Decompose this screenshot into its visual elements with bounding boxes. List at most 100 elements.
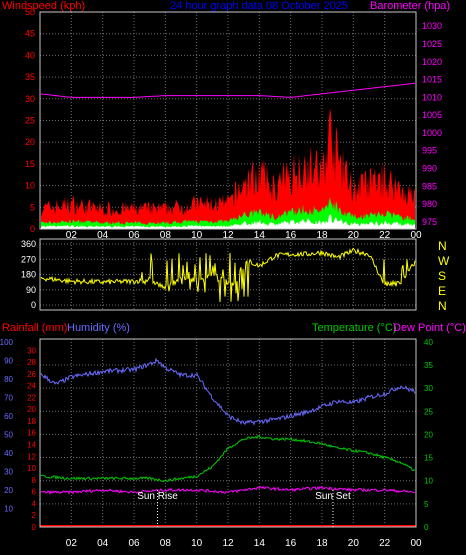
compass-w: W — [438, 254, 450, 268]
barometer-tick: 1020 — [422, 57, 442, 67]
rainfall-tick: 2 — [32, 511, 37, 520]
rainfall-tick: 8 — [32, 476, 37, 485]
sunrise-label: Sun Rise — [137, 491, 178, 502]
windspeed-tick: 15 — [25, 159, 35, 169]
temperature-tick: 10 — [424, 477, 433, 486]
barometer-tick: 1000 — [422, 128, 442, 138]
barometer-tick: 1025 — [422, 39, 442, 49]
hour-tick-label: 08 — [160, 538, 172, 549]
hour-tick-label: 10 — [191, 230, 203, 241]
rainfall-tick: 10 — [27, 464, 36, 473]
rainfall-axis-label: Rainfall (mm) — [2, 322, 67, 334]
humidity-tick: 70 — [4, 393, 13, 402]
compass-s: S — [438, 269, 446, 283]
hour-tick-label: 14 — [254, 538, 266, 549]
rainfall-tick: 20 — [27, 405, 36, 414]
humidity-tick-labels: 10 20 30 40 50 60 70 80 90 100 — [0, 338, 14, 514]
hour-tick-label: 00 — [410, 538, 422, 549]
dewpoint-axis-label: Dew Point (°C) — [393, 322, 466, 334]
barometer-tick: 990 — [422, 164, 437, 174]
rainfall-tick: 0 — [32, 523, 37, 532]
wind-minimum-area — [41, 214, 415, 229]
rainfall-tick: 14 — [27, 441, 36, 450]
windspeed-tick: 25 — [25, 116, 35, 126]
hour-tick-label: 18 — [316, 538, 328, 549]
temperature-grid — [40, 339, 417, 527]
direction-degree-labels: 0 90 180 270 360 — [21, 239, 36, 310]
windspeed-tick: 5 — [30, 202, 35, 212]
temperature-tick: 40 — [424, 338, 433, 347]
windspeed-tick: 20 — [25, 137, 35, 147]
windspeed-tick: 0 — [30, 224, 35, 234]
humidity-tick: 100 — [0, 338, 14, 347]
direction-tick: 360 — [21, 239, 36, 249]
rainfall-tick: 30 — [27, 346, 36, 355]
hour-tick-label: 12 — [222, 538, 234, 549]
rainfall-tick: 12 — [27, 452, 36, 461]
temperature-hour-tick-labels: 02 04 06 08 10 12 14 16 18 20 22 00 — [66, 538, 422, 549]
rainfall-tick: 16 — [27, 429, 36, 438]
barometer-tick: 975 — [422, 217, 437, 227]
wind-gust-area — [41, 108, 415, 229]
humidity-tick: 40 — [4, 449, 13, 458]
chart-title: 24 hour graph data 08 October 2025 — [170, 0, 348, 12]
temperature-tick: 35 — [424, 361, 433, 370]
hour-tick-label: 06 — [128, 538, 140, 549]
wind-series — [40, 82, 416, 229]
hour-tick-label: 08 — [160, 230, 172, 241]
direction-grid — [40, 239, 417, 310]
hour-tick-label: 14 — [254, 230, 266, 241]
hour-tick-label: 00 — [410, 230, 422, 241]
temperature-tick: 5 — [424, 500, 429, 509]
temperature-tick-labels: 0 5 10 15 20 25 30 35 40 — [424, 338, 433, 532]
barometer-tick: 1005 — [422, 110, 442, 120]
hour-tick-label: 16 — [285, 538, 297, 549]
temperature-tick: 30 — [424, 384, 433, 393]
temperature-axis-label: Temperature (°C) — [312, 322, 396, 334]
direction-tick: 0 — [31, 300, 36, 310]
humidity-tick: 90 — [4, 356, 13, 365]
wind-average-area — [41, 197, 415, 229]
humidity-axis-label: Humidity (%) — [67, 322, 130, 334]
wind-hour-tick-labels: 02 04 06 08 10 12 14 16 18 20 22 00 — [66, 230, 422, 241]
barometer-tick: 980 — [422, 199, 437, 209]
hour-tick-label: 18 — [316, 230, 328, 241]
windspeed-tick: 40 — [25, 50, 35, 60]
windspeed-tick-labels: 0 5 10 15 20 25 30 35 40 45 50 — [25, 7, 35, 234]
hour-tick-label: 10 — [191, 538, 203, 549]
hour-tick-label: 16 — [285, 230, 297, 241]
wind-direction-panel: 0 90 180 270 360 N W S E N — [21, 238, 450, 313]
barometer-tick: 995 — [422, 146, 437, 156]
rainfall-tick: 26 — [27, 370, 36, 379]
hour-tick-label: 20 — [348, 538, 360, 549]
wind-direction-line — [40, 247, 416, 303]
temperature-panel-frame — [39, 338, 417, 528]
humidity-tick: 80 — [4, 375, 13, 384]
barometer-axis-label: Barometer (hpa) — [370, 0, 450, 12]
temperature-series — [40, 357, 416, 527]
hour-tick-label: 02 — [66, 538, 78, 549]
hour-tick-label: 06 — [128, 230, 140, 241]
humidity-tick: 10 — [4, 504, 13, 513]
compass-n-bottom: N — [438, 299, 447, 313]
hour-tick-label: 12 — [222, 230, 234, 241]
rainfall-tick: 24 — [27, 382, 36, 391]
barometer-tick: 985 — [422, 181, 437, 191]
direction-tick: 270 — [21, 254, 36, 264]
hour-tick-label: 22 — [379, 538, 391, 549]
barometer-tick: 1030 — [422, 21, 442, 31]
windspeed-tick: 35 — [25, 72, 35, 82]
rainfall-tick: 28 — [27, 358, 36, 367]
wind-barometer-panel: Windspeed (kph) 24 hour graph data 08 Oc… — [2, 0, 450, 241]
direction-tick: 180 — [21, 270, 36, 280]
rainfall-tick: 4 — [32, 499, 37, 508]
temperature-tick: 20 — [424, 430, 433, 439]
wind-panel-frame — [39, 11, 417, 230]
hour-tick-label: 04 — [97, 538, 109, 549]
windspeed-tick: 10 — [25, 181, 35, 191]
humidity-line — [40, 357, 416, 426]
compass-e: E — [438, 284, 446, 298]
rainfall-tick: 22 — [27, 393, 36, 402]
temperature-humidity-panel: Rainfall (mm) Humidity (%) Temperature (… — [0, 322, 466, 549]
direction-tick: 90 — [26, 285, 36, 295]
